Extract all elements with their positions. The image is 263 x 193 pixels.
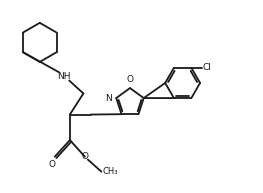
Text: NH: NH — [57, 72, 70, 81]
Text: O: O — [127, 75, 134, 85]
Text: CH₃: CH₃ — [103, 167, 118, 176]
Text: N: N — [106, 94, 112, 102]
Text: O: O — [81, 152, 88, 161]
Text: O: O — [49, 160, 56, 169]
Text: Cl: Cl — [203, 63, 212, 72]
